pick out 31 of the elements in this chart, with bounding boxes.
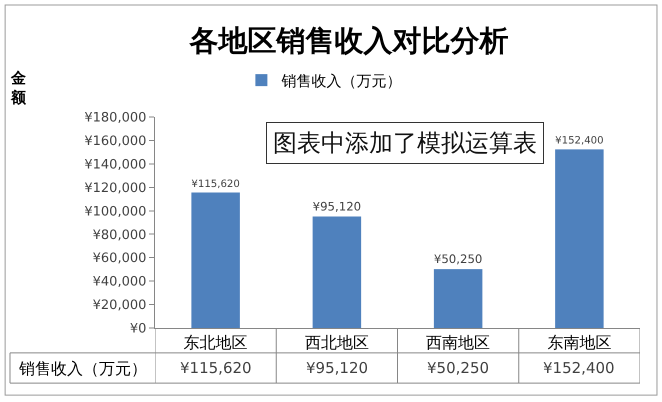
data-label: ¥50,250 — [427, 359, 490, 377]
bar — [312, 216, 362, 328]
y-tick-label: ¥120,000 — [84, 180, 146, 196]
data-label: ¥95,120 — [306, 359, 368, 377]
text: ¥50,250 — [434, 252, 482, 266]
x-tick-label: 东北地区 — [184, 333, 248, 352]
x-tick-label: 西南地区 — [426, 333, 490, 352]
y-tick-label: ¥160,000 — [84, 134, 146, 149]
x-tick-label: 西北地区 — [304, 333, 369, 352]
bar — [191, 192, 240, 328]
bar — [434, 269, 482, 328]
annotation: 图表中添加了模拟运算表 — [273, 129, 537, 157]
x-tick-label: 东南地区 — [547, 333, 612, 352]
legend-label: 销售收入（万元） — [280, 72, 402, 90]
text: ¥115,620 — [191, 178, 240, 190]
y-tick-label: ¥0 — [130, 322, 146, 337]
y-tick-label: ¥20,000 — [92, 298, 146, 314]
y-tick-label: ¥60,000 — [92, 251, 146, 266]
y-tick-label: ¥180,000 — [84, 110, 146, 126]
data-label: ¥152,400 — [543, 359, 615, 377]
y-tick-label: ¥40,000 — [92, 274, 146, 290]
data-label: ¥115,620 — [180, 359, 252, 377]
y-axis-title: 金额 — [10, 69, 27, 106]
y-tick-label: ¥80,000 — [92, 228, 146, 243]
text: 销售收入（万元） — [19, 359, 147, 378]
y-tick-label: ¥100,000 — [84, 204, 146, 220]
chart-title: 各地区销售收入对比分析 — [188, 23, 508, 58]
y-tick-label: ¥140,000 — [84, 157, 146, 172]
bar — [555, 149, 604, 328]
text: ¥152,400 — [555, 136, 604, 147]
text: ¥95,120 — [312, 199, 362, 214]
